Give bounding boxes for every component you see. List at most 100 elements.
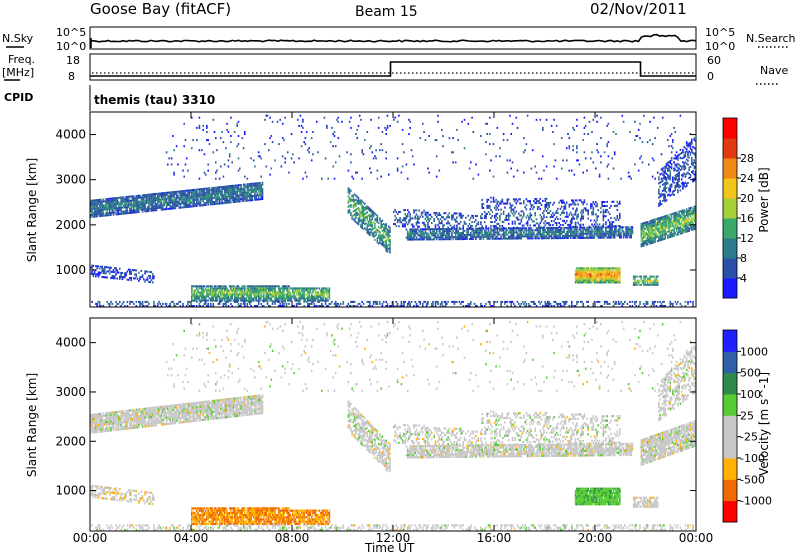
power-echo-cell [619,269,621,271]
power-echo-cell [120,205,122,207]
power-echo-cell [377,239,379,241]
power-echo-cell [117,199,119,201]
nsky-trace [90,35,696,42]
power-echo-cell [216,300,218,302]
power-echo-cell [151,271,153,273]
power-echo-cell [634,303,636,305]
power-echo-cell [444,232,446,234]
power-echo-cell [468,232,470,234]
power-echo-cell [389,243,391,245]
power-echo-cell [523,225,525,227]
power-echo-cell [543,222,545,224]
power-echo-cell [94,271,96,273]
power-echo-cell [507,203,509,205]
power-echo-cell [226,198,228,200]
power-echo-cell [358,197,360,199]
power-echo-cell [639,280,641,282]
power-echo-cell [495,209,497,211]
power-echo-cell [480,221,482,223]
power-echo-cell [527,225,529,227]
power-echo-cell [268,296,270,298]
power-echo-cell [533,206,535,208]
power-echo-cell [437,224,439,226]
nsky-label: N.Sky [2,32,34,45]
power-echo-cell [611,273,613,275]
power-echo-cell [527,221,529,223]
power-echo-cell [262,198,264,200]
power-echo-cell [425,218,427,220]
power-echo-cell [659,221,661,223]
power-echo-cell [454,225,456,227]
power-echo-cell [566,214,568,216]
power-echo-cell [180,205,182,207]
power-echo-cell [389,235,391,237]
power-echo-cell [562,224,564,226]
power-echo-cell [430,214,432,216]
power-echo-cell [653,276,655,278]
power-echo-cell [128,206,130,208]
power-echo-cell [247,198,249,200]
power-echo-cell [647,303,649,305]
power-echo-cell [459,223,461,225]
power-echo-cell [476,215,478,217]
power-echo-cell [523,200,525,202]
power-echo-cell [575,204,577,206]
power-echo-cell [484,221,486,223]
power-echo-cell [407,231,409,233]
power-echo-cell [98,265,100,267]
power-echo-cell [288,285,290,287]
power-echo-cell [469,223,471,225]
power-echo-cell [258,294,260,296]
power-echo-cell [416,209,418,211]
power-echo-cell [200,301,202,303]
power-echo-cell [473,217,475,219]
power-echo-cell [137,199,139,201]
power-echo-cell [531,218,533,220]
nave-tick-bottom: 0 [707,70,714,83]
power-echo-cell [576,208,578,210]
power-echo-cell [619,282,621,284]
power-echo-cell [556,216,558,218]
power-echo-cell [534,214,536,216]
power-echo-cell [590,273,592,275]
power-echo-cell [533,220,535,222]
power-echo-cell [596,223,598,225]
power-echo-cell [615,219,617,221]
power-echo-cell [115,273,117,275]
power-echo-cell [593,207,595,209]
power-echo-cell [567,233,569,235]
power-echo-cell [552,212,554,214]
power-echo-cell [593,213,595,215]
power-echo-cell [229,199,231,201]
power-echo-cell [504,303,506,305]
power-echo-cell [657,276,659,278]
power-echo-cell [596,203,598,205]
power-echo-cell [475,238,477,240]
power-echo-cell [462,227,464,229]
power-echo-cell [425,224,427,226]
power-echo-cell [317,298,319,300]
power-echo-cell [272,303,274,305]
power-echo-cell [490,232,492,234]
power-echo-cell [286,303,288,305]
power-echo-cell [566,301,568,303]
power-echo-cell [576,210,578,212]
power-echo-cell [619,213,621,215]
power-echo-cell [571,222,573,224]
power-echo-cell [613,269,615,271]
power-echo-cell [460,213,462,215]
power-echo-cell [130,279,132,281]
power-echo-cell [596,277,598,279]
power-echo-cell [619,280,621,282]
power-echo-cell [244,184,246,186]
power-echo-cell [389,241,391,243]
power-echo-cell [152,281,154,283]
power-echo-cell [447,220,449,222]
power-echo-cell [182,303,184,305]
power-echo-cell [545,229,547,231]
power-echo-cell [540,303,542,305]
power-echo-cell [483,227,485,229]
power-echo-cell [416,303,418,305]
power-echo-cell [495,205,497,207]
power-echo-cell [590,220,592,222]
